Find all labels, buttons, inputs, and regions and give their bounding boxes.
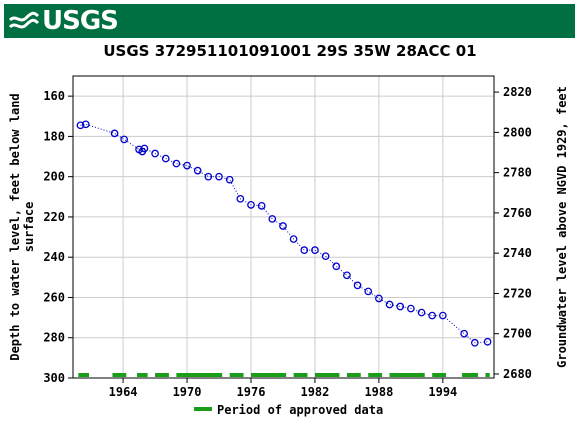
data-point bbox=[428, 311, 437, 320]
approved-period-bar bbox=[389, 373, 425, 377]
approved-period-bar bbox=[176, 373, 223, 377]
x-tick-label: 1964 bbox=[109, 385, 138, 399]
y-right-tick-label: 2780 bbox=[503, 166, 532, 180]
data-point bbox=[417, 308, 426, 317]
legend-swatch bbox=[194, 407, 212, 411]
data-point bbox=[470, 338, 479, 347]
data-point bbox=[236, 194, 245, 203]
usgs-banner: USGS bbox=[4, 4, 575, 38]
approved-period-bar bbox=[368, 373, 383, 377]
data-point bbox=[364, 287, 373, 296]
usgs-logo-text: USGS bbox=[42, 6, 119, 36]
data-point bbox=[257, 202, 266, 210]
plot-frame bbox=[72, 75, 495, 379]
data-point bbox=[172, 159, 181, 168]
approved-period-bar bbox=[432, 373, 447, 377]
usgs-logo: USGS bbox=[8, 6, 119, 36]
data-point bbox=[300, 246, 309, 255]
x-tick-label: 1970 bbox=[173, 385, 202, 399]
data-points bbox=[76, 120, 492, 347]
y-left-tick-label: 220 bbox=[43, 210, 65, 224]
data-point bbox=[76, 121, 85, 130]
series-line bbox=[80, 123, 488, 344]
approved-period-bar bbox=[229, 373, 244, 377]
data-point bbox=[460, 329, 469, 338]
data-point bbox=[396, 302, 405, 311]
y-left-tick-label: 300 bbox=[43, 371, 65, 385]
data-point bbox=[483, 337, 492, 346]
y-right-tick-label: 2760 bbox=[503, 206, 532, 220]
y-right-tick-label: 2820 bbox=[503, 85, 532, 99]
data-point bbox=[140, 144, 149, 153]
y-axis-left: 160 180 200 220 240 260 280 300 bbox=[43, 89, 73, 385]
approved-periods bbox=[78, 373, 490, 377]
x-axis: 1964 1970 1976 1982 1988 1994 bbox=[109, 378, 457, 399]
data-point bbox=[204, 172, 213, 181]
data-point bbox=[385, 300, 394, 309]
data-point bbox=[215, 172, 223, 181]
data-point bbox=[120, 135, 129, 144]
data-point bbox=[151, 149, 159, 158]
usgs-wave-icon bbox=[8, 7, 40, 35]
approved-period-bar bbox=[293, 373, 308, 377]
data-point bbox=[161, 154, 170, 163]
data-point bbox=[268, 215, 277, 223]
data-point bbox=[183, 161, 191, 170]
y-left-tick-label: 260 bbox=[43, 290, 65, 304]
approved-period-bar bbox=[78, 373, 89, 377]
data-point bbox=[343, 271, 351, 280]
data-point bbox=[110, 129, 119, 138]
data-point bbox=[279, 222, 287, 230]
y-right-tick-label: 2700 bbox=[503, 327, 532, 341]
y-left-tick-label: 280 bbox=[43, 331, 65, 345]
x-tick-label: 1994 bbox=[428, 385, 457, 399]
y-right-tick-label: 2720 bbox=[503, 286, 532, 300]
grid-lines bbox=[73, 76, 494, 378]
y-left-tick-label: 200 bbox=[43, 170, 65, 184]
data-point bbox=[375, 294, 383, 303]
data-point bbox=[332, 262, 341, 271]
approved-period-bar bbox=[314, 373, 340, 377]
x-tick-label: 1982 bbox=[300, 385, 329, 399]
approved-period-bar bbox=[112, 373, 127, 377]
data-point bbox=[225, 175, 234, 184]
data-point bbox=[311, 246, 319, 255]
y-left-tick-label: 180 bbox=[43, 129, 65, 143]
data-point bbox=[407, 304, 415, 313]
approved-period-bar bbox=[346, 373, 361, 377]
y-axis-right: 2820 2800 2780 2760 2740 2720 2700 2680 bbox=[494, 85, 532, 381]
y-right-tick-label: 2740 bbox=[503, 246, 532, 260]
data-point bbox=[81, 120, 90, 129]
x-tick-label: 1976 bbox=[237, 385, 266, 399]
legend-label: Period of approved data bbox=[217, 403, 383, 417]
approved-period-bar bbox=[462, 373, 479, 377]
x-tick-label: 1988 bbox=[364, 385, 393, 399]
y-right-tick-label: 2680 bbox=[503, 367, 532, 381]
approved-period-bar bbox=[155, 373, 169, 377]
data-point bbox=[438, 311, 447, 320]
approved-period-bar bbox=[485, 373, 490, 377]
data-point bbox=[353, 281, 362, 290]
y-axis-left-label: Depth to water level, feet below landsur… bbox=[8, 93, 36, 360]
y-axis-right-label: Groundwater level above NGVD 1929, feet bbox=[555, 86, 569, 368]
y-left-tick-label: 240 bbox=[43, 250, 65, 264]
approved-period-bar bbox=[250, 373, 287, 377]
y-left-tick-label: 160 bbox=[43, 89, 65, 103]
data-point bbox=[193, 166, 202, 175]
data-point bbox=[289, 235, 298, 243]
data-point bbox=[247, 201, 255, 209]
y-right-tick-label: 2800 bbox=[503, 125, 532, 139]
data-point bbox=[321, 252, 330, 261]
approved-period-bar bbox=[136, 373, 148, 377]
chart-title: USGS 372951101091001 29S 35W 28ACC 01 bbox=[103, 42, 477, 60]
legend: Period of approved data bbox=[194, 403, 383, 417]
